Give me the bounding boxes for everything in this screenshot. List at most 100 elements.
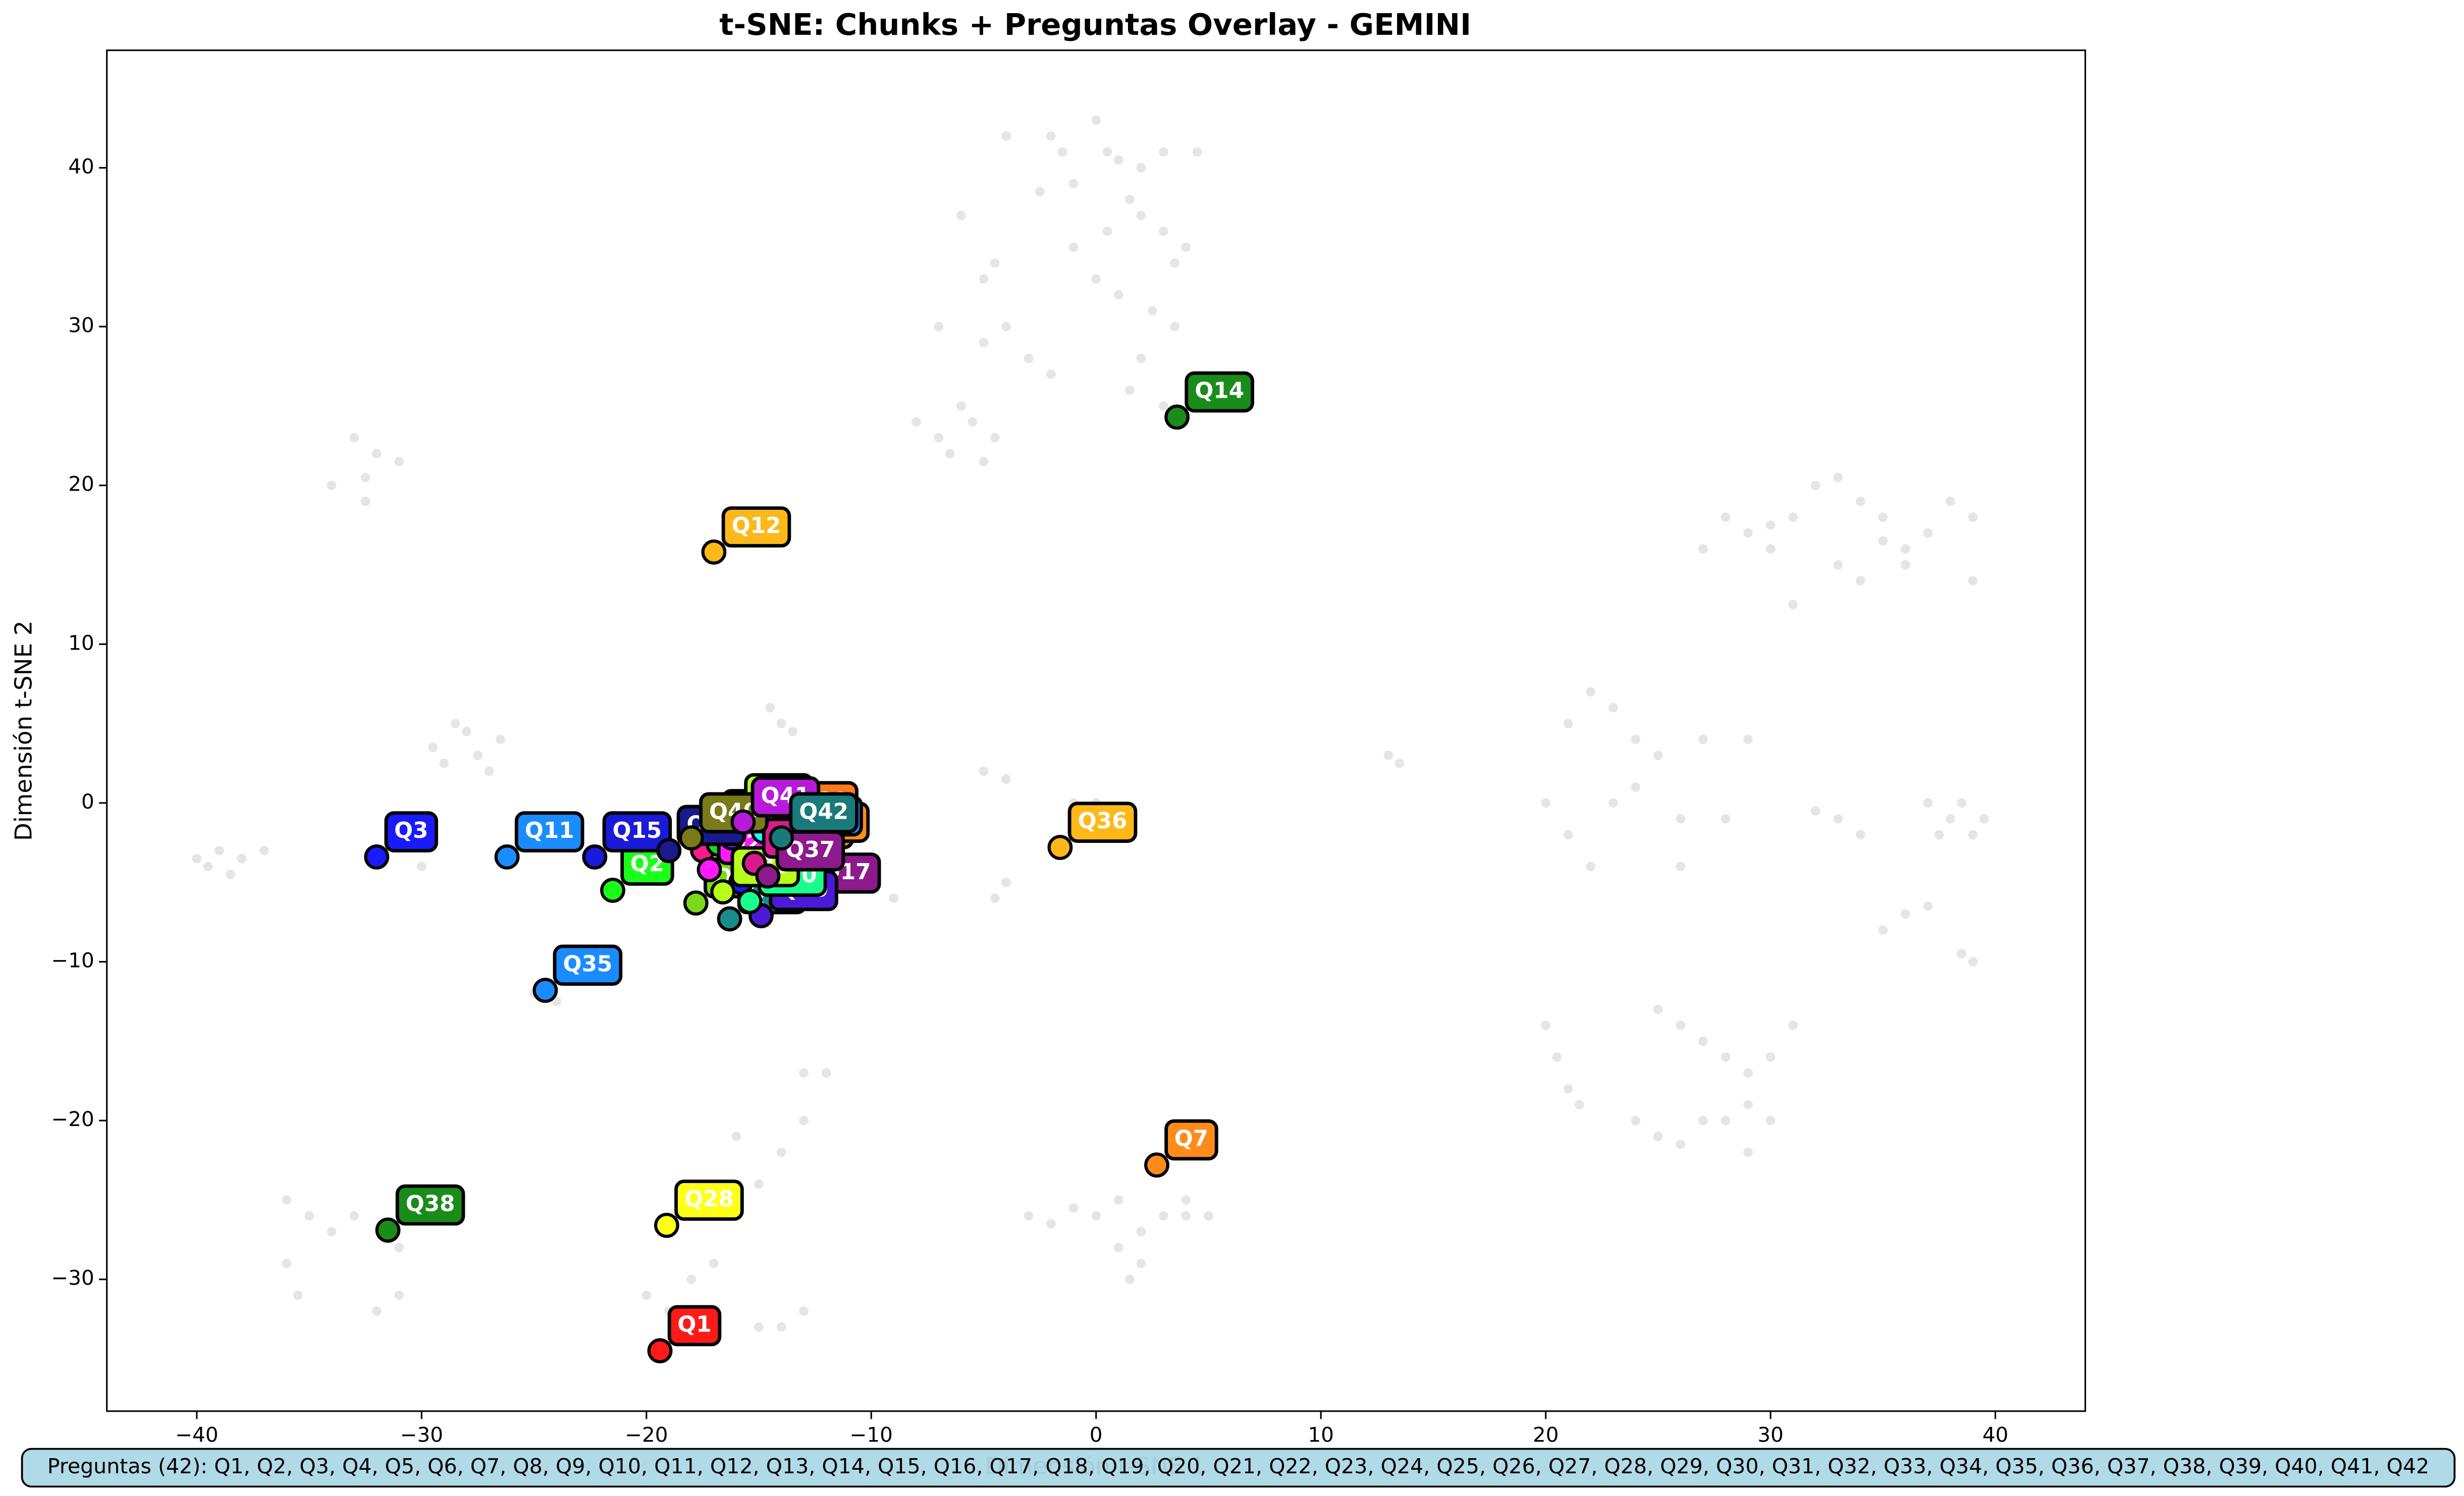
chunk-point (360, 496, 370, 506)
chunk-point (1575, 1100, 1584, 1110)
chunk-point (1957, 798, 1966, 808)
chunk-point (1765, 1115, 1776, 1126)
question-point (769, 825, 794, 851)
chunk-point (979, 338, 989, 347)
label-text: Q7 (1174, 1126, 1208, 1151)
question-point (730, 809, 756, 835)
question-point (532, 978, 558, 1003)
chunk-point (1136, 210, 1146, 221)
chunk-point (1946, 496, 1955, 506)
chunk-point (1158, 1211, 1168, 1221)
y-tick-label: 0 (81, 789, 94, 814)
footer-box (21, 1448, 2456, 1488)
chunk-point (495, 734, 505, 744)
label-text: Q36 (1078, 809, 1128, 834)
chunk-point (1068, 242, 1079, 252)
chunk-point (1113, 1195, 1123, 1205)
chunk-point (1181, 1211, 1191, 1221)
x-tick-label: −10 (850, 1423, 893, 1447)
chunk-point (945, 449, 955, 459)
chunk-point (293, 1290, 303, 1300)
label-box (1067, 802, 1138, 843)
chunk-point (282, 1258, 292, 1268)
question-point (494, 844, 520, 870)
label-text: Q38 (406, 1191, 455, 1216)
chunk-point (1721, 814, 1731, 824)
chunk-point (1113, 1243, 1123, 1253)
x-tick-label: −30 (400, 1423, 443, 1447)
chunk-point (1833, 472, 1843, 483)
label-text: Q37 (786, 837, 835, 863)
label-box (789, 792, 859, 834)
chunk-point (1855, 496, 1865, 506)
chunk-point (1833, 560, 1843, 570)
question-point (600, 878, 625, 903)
chunk-point (1721, 1115, 1731, 1126)
chunk-point (1586, 687, 1596, 697)
chunk-point (1721, 1052, 1731, 1062)
chunk-point (1743, 734, 1753, 744)
chunk-point (1125, 385, 1135, 395)
chunk-point (1676, 1021, 1686, 1030)
chunk-point (1125, 195, 1135, 204)
label-box (602, 811, 672, 852)
chunk-point (1395, 758, 1405, 768)
chunk-point (821, 1068, 831, 1078)
label-box (395, 1184, 465, 1226)
chunk-point (394, 457, 404, 466)
chunk-point (1810, 806, 1820, 816)
question-label: Q7 (1164, 1119, 1218, 1161)
chunk-point (1946, 814, 1955, 824)
chunk-point (1181, 1195, 1191, 1205)
label-text: Q3 (394, 818, 428, 843)
chunk-point (1979, 814, 1989, 824)
chunk-point (1855, 576, 1865, 585)
label-box (1185, 371, 1254, 413)
chunk-point (934, 433, 944, 443)
y-tick-label: 40 (68, 154, 94, 178)
chunk-point (1608, 798, 1618, 808)
label-box (667, 1305, 722, 1347)
chunk-point (1001, 774, 1011, 784)
chunk-point (979, 766, 989, 776)
chunk-point (1541, 1021, 1550, 1030)
chunk-point (1102, 226, 1112, 236)
y-tick-label: −20 (51, 1107, 94, 1131)
chunk-point (1024, 353, 1034, 363)
question-label: Q11 (514, 811, 584, 852)
chunk-point (1788, 600, 1798, 609)
chunk-point (1743, 528, 1753, 538)
label-box (514, 811, 584, 852)
chunk-point (1923, 901, 1933, 911)
chunk-point (1125, 1274, 1135, 1285)
chunk-point (1091, 115, 1101, 125)
chunk-point (776, 1147, 786, 1157)
chunk-point (1788, 1021, 1798, 1030)
chunk-point (259, 845, 269, 856)
chunk-point (1068, 1203, 1079, 1213)
chunk-point (1158, 226, 1168, 236)
chunk-point (1900, 909, 1910, 919)
chunk-point (215, 845, 224, 856)
chunk-point (349, 1211, 359, 1221)
chunk-point (1552, 1052, 1562, 1062)
chunk-point (1900, 560, 1910, 570)
chunk-point (1170, 258, 1180, 268)
chunk-point (450, 719, 460, 728)
chunk-point (1934, 830, 1944, 840)
question-label: Q28 (674, 1180, 744, 1221)
question-label: Q3 (384, 811, 438, 852)
y-tick-label: −30 (51, 1266, 94, 1290)
chunk-point (1743, 1147, 1753, 1157)
chunk-point (754, 1179, 764, 1189)
chunk-point (1698, 1036, 1708, 1046)
chunk-point (1653, 1132, 1663, 1141)
chunk-point (439, 758, 449, 768)
chunk-point (776, 1322, 786, 1332)
question-point (364, 844, 390, 870)
question-label: Q35 (553, 944, 623, 986)
chunk-point (1878, 512, 1888, 522)
chunk-point (934, 322, 944, 332)
chunk-point (226, 870, 236, 879)
x-tick-label: −40 (175, 1423, 218, 1447)
